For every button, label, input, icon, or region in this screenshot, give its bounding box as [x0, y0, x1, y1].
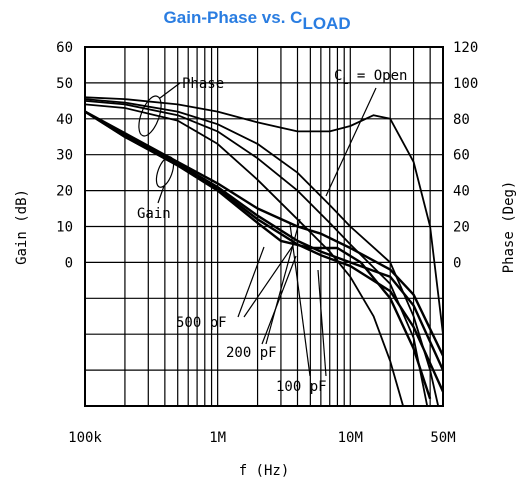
x-tick-label: 100k [68, 430, 102, 446]
gain-tick-label: 60 [56, 40, 73, 56]
c100-pointer-1 [289, 223, 311, 377]
gain-annotation: Gain [137, 206, 171, 222]
gain-tick-label: 10 [56, 220, 73, 236]
phase-tick-label: 120 [453, 40, 478, 56]
gain-tick-label: 0 [65, 255, 73, 271]
chart-title: Gain-Phase vs. C [164, 8, 303, 27]
open-pointer [325, 87, 377, 197]
c500-annotation: 500 pF [176, 315, 227, 331]
y-axis-left-title: Gain (dB) [14, 189, 30, 265]
x-tick-label: 1M [209, 430, 226, 446]
c200-pointer-1 [261, 255, 297, 345]
series-phase-500pf [84, 103, 404, 407]
phase-tick-label: 100 [453, 76, 478, 92]
series-phase-open [84, 96, 444, 335]
c200-pointer-2 [265, 218, 301, 345]
c500-pointer-2 [243, 243, 295, 318]
open-annotation-sub: L [342, 76, 348, 87]
phase-tick-label: 40 [453, 184, 470, 200]
chart-title-subscript: LOAD [302, 14, 350, 33]
chart-title-main: Gain-Phase vs. C [164, 8, 303, 27]
x-tick-label: 10M [338, 430, 363, 446]
phase-tick-label: 60 [453, 148, 470, 164]
annotation-pointers [138, 82, 377, 377]
phase-ellipse [138, 95, 162, 137]
series-phase-100pf [84, 98, 440, 407]
open-annotation: CL = Open [334, 68, 407, 87]
c500-pointer-1 [237, 246, 265, 318]
series-gain-100pf [84, 110, 445, 371]
y-axis-right-title: Phase (Deg) [501, 181, 517, 274]
phase-annotation: Phase [182, 76, 224, 92]
phase-pointer [159, 82, 181, 99]
gain-tick-label: 50 [56, 76, 73, 92]
phase-tick-label: 0 [453, 255, 461, 271]
c200-annotation: 200 pF [226, 345, 277, 361]
phase-tick-label: 80 [453, 112, 470, 128]
plot-frame [84, 46, 444, 407]
series-gain-500pf [84, 110, 432, 400]
gain-pointer [157, 185, 165, 204]
gain-tick-label: 30 [56, 148, 73, 164]
x-axis-title: f (Hz) [239, 463, 290, 479]
gain-ellipse [155, 156, 175, 188]
c100-annotation: 100 pF [276, 379, 327, 395]
gain-tick-label: 20 [56, 184, 73, 200]
x-tick-label: 50M [430, 430, 455, 446]
open-annotation-rest: = Open [348, 68, 407, 84]
phase-tick-label: 20 [453, 220, 470, 236]
open-annotation-c: C [334, 68, 342, 84]
gain-tick-label: 40 [56, 112, 73, 128]
series-layer [84, 96, 445, 407]
c100-pointer-2 [317, 269, 327, 377]
